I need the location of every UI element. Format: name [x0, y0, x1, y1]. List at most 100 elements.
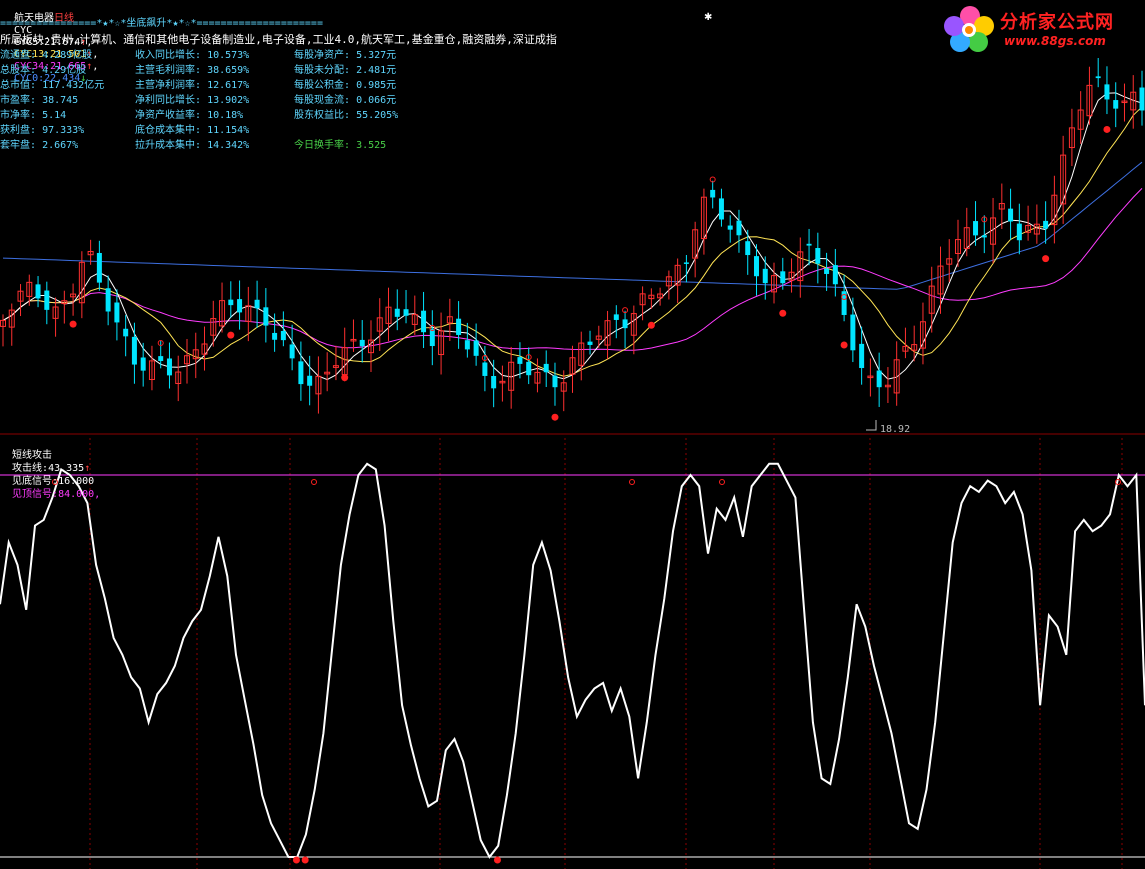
candle-body — [981, 235, 987, 238]
top-marker — [841, 293, 848, 300]
chart-grid — [89, 438, 1123, 869]
candle-body — [315, 375, 322, 395]
candle — [876, 352, 882, 407]
candle-body — [508, 361, 515, 391]
candle — [1051, 175, 1058, 244]
candle-body — [928, 285, 935, 314]
candle — [35, 276, 41, 308]
top-marker — [525, 354, 532, 361]
candle — [710, 180, 716, 209]
candle — [491, 359, 497, 408]
price-panel[interactable]: ✱ — [0, 12, 1145, 431]
candle-body — [1033, 223, 1040, 235]
candle-body — [210, 318, 217, 336]
candle — [96, 240, 102, 291]
candle-body — [307, 375, 313, 386]
cyc5-value: 21.674 — [44, 37, 81, 48]
fund-row: 流通盘: 4.289亿股 — [0, 50, 93, 61]
candle — [569, 345, 576, 393]
candle-body — [955, 239, 962, 254]
candle-body — [0, 319, 6, 327]
candle-body — [148, 360, 155, 381]
candle-body — [8, 309, 15, 328]
cyc5-arrow-icon: ↑ — [80, 37, 87, 48]
candle — [937, 246, 944, 314]
candle-body — [595, 335, 602, 340]
candle — [114, 289, 120, 341]
indicator-name: CYC — [14, 25, 33, 36]
candle — [1016, 203, 1022, 255]
candle-body — [254, 299, 260, 309]
bottom-signal-marker — [301, 856, 309, 864]
candle-body — [876, 370, 882, 388]
candle — [928, 266, 935, 333]
candle-body — [140, 357, 146, 371]
candle — [955, 219, 962, 267]
low-pointer — [866, 420, 877, 431]
candle-body — [937, 265, 944, 295]
candle — [560, 370, 567, 412]
flower-logo-icon — [944, 6, 994, 52]
candle — [183, 338, 190, 384]
candle — [832, 248, 838, 297]
candle — [657, 287, 664, 306]
candle — [683, 255, 689, 283]
top-marker — [709, 176, 716, 183]
stock-name[interactable]: 航天电器 — [14, 13, 55, 24]
candle-body — [665, 276, 672, 287]
period-label[interactable]: 日线 — [54, 13, 75, 24]
top-signal-marker — [1115, 479, 1121, 485]
candle-body — [78, 261, 85, 304]
candle — [123, 315, 129, 357]
candle — [543, 350, 549, 387]
indicator-panel[interactable] — [0, 462, 1145, 864]
candle-body — [604, 320, 611, 346]
candle — [52, 297, 59, 337]
candle-body — [859, 343, 865, 369]
candle — [175, 355, 182, 402]
candle — [87, 239, 94, 265]
candle-body — [1008, 208, 1014, 222]
candle — [473, 323, 479, 366]
top-marker — [157, 340, 164, 347]
candle — [648, 288, 655, 309]
watermark-site: www.88gs.com — [1004, 34, 1106, 48]
candle — [622, 310, 628, 349]
candle-body — [674, 264, 681, 286]
fund-row: 每股未分配: 2.481元 — [294, 65, 397, 76]
candle-body — [850, 314, 856, 351]
candle-body — [587, 341, 593, 345]
candle-body — [963, 227, 970, 250]
candle-body — [166, 358, 172, 376]
candle — [421, 291, 427, 349]
top-signal-marker — [311, 479, 317, 485]
candle-body — [245, 305, 252, 322]
candle-body — [499, 380, 506, 384]
top-signal-label: 见顶信号: — [12, 489, 59, 500]
fund-row: 净利同比增长: 13.902% — [135, 95, 250, 106]
candle-body — [332, 365, 339, 368]
indicator-header: 短线攻击 攻击线:43.335↑, 见底信号:16.000, 见顶信号:84.0… — [12, 450, 101, 500]
candle-body — [552, 375, 558, 388]
candle-body — [648, 294, 655, 300]
candle — [1121, 83, 1128, 122]
candle-body — [421, 310, 427, 333]
candle — [324, 352, 331, 392]
candle-body — [219, 300, 226, 327]
indicator-panel-name[interactable]: 短线攻击 — [12, 450, 53, 461]
candle-body — [175, 371, 182, 384]
top-star-icon: ✱ — [704, 12, 712, 23]
candle — [1095, 58, 1101, 88]
candle-body — [35, 284, 41, 299]
candle — [298, 341, 304, 401]
candle — [0, 314, 6, 347]
candle — [1139, 70, 1145, 126]
candle — [771, 262, 778, 304]
fund-row: 每股公积金: 0.985元 — [294, 80, 397, 91]
candle-body — [1121, 100, 1128, 104]
candle — [780, 257, 786, 290]
candle — [911, 325, 918, 362]
candle — [201, 326, 208, 371]
candle — [1068, 108, 1075, 167]
